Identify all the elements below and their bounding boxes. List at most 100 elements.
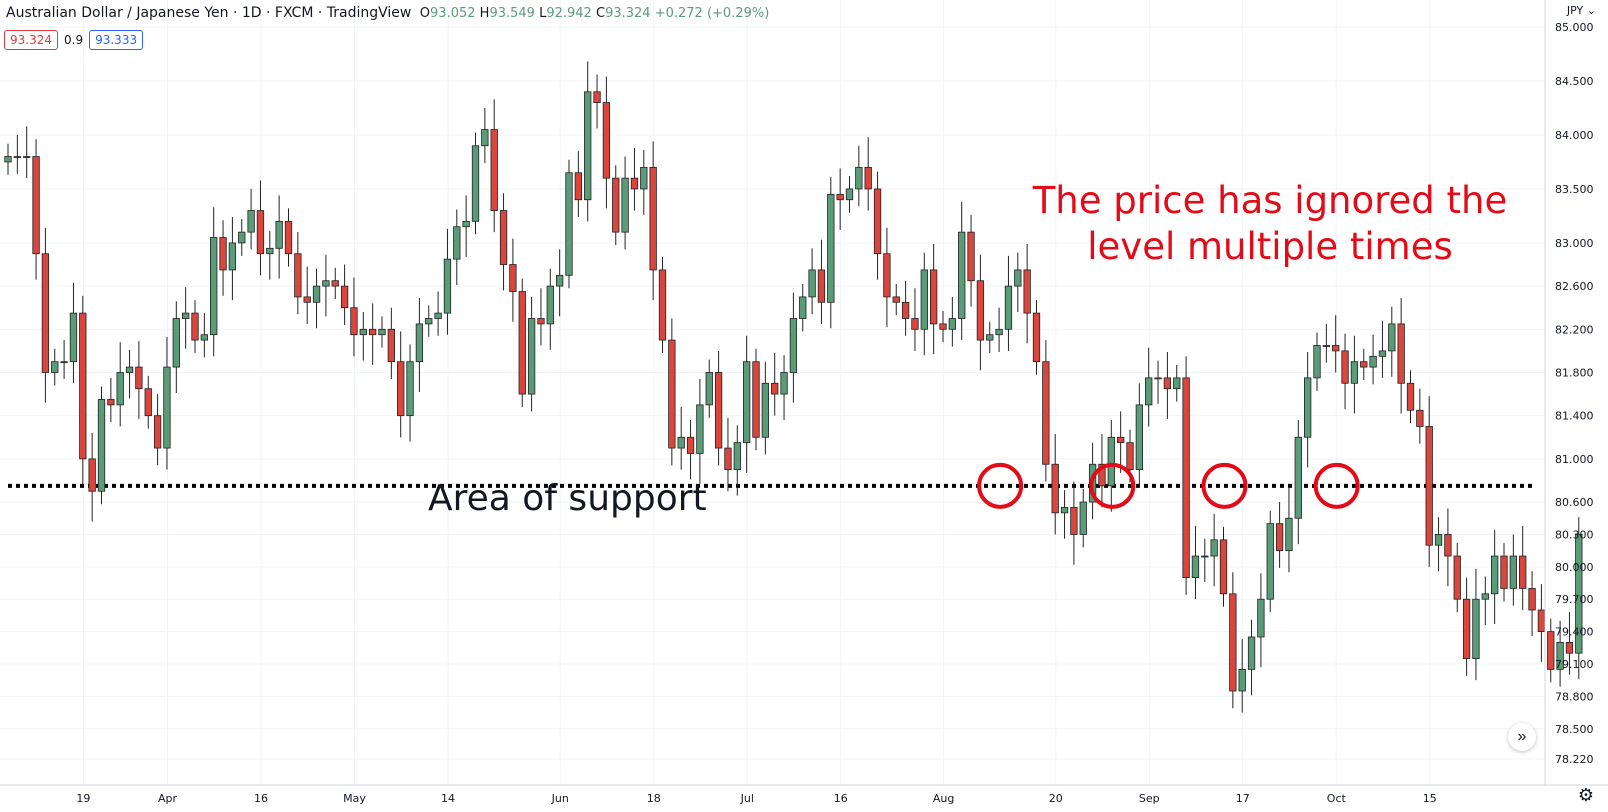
candle-body-down xyxy=(930,269,938,325)
candle-body-up xyxy=(1285,517,1293,552)
y-tick-label: 82.200 xyxy=(1555,323,1594,336)
candle-body-down xyxy=(864,166,872,190)
candle-body-up xyxy=(1079,501,1087,535)
candle xyxy=(350,277,358,357)
candle xyxy=(1154,360,1162,404)
candle-body-down xyxy=(79,312,87,460)
candle xyxy=(378,316,386,348)
candle xyxy=(1023,244,1031,344)
annotation-note-line2: level multiple times xyxy=(1087,225,1452,268)
candle xyxy=(612,165,620,246)
candle xyxy=(836,168,844,230)
candle xyxy=(1369,334,1377,385)
candle xyxy=(275,195,283,279)
candle-body-up xyxy=(855,166,863,190)
candle-body-up xyxy=(1173,377,1181,390)
candle xyxy=(509,238,517,322)
candle-body-up xyxy=(425,318,433,325)
candle xyxy=(1014,252,1022,313)
candle-body-down xyxy=(1182,377,1190,579)
candle-body-up xyxy=(322,280,330,287)
candle xyxy=(331,267,339,300)
candle-body-up xyxy=(1210,539,1218,557)
candle xyxy=(1163,351,1172,419)
candle xyxy=(1332,315,1340,373)
candle xyxy=(1434,517,1443,572)
candle xyxy=(733,425,741,496)
candle xyxy=(181,287,190,349)
candle-body-down xyxy=(1462,598,1471,659)
candle-body-up xyxy=(948,318,956,330)
candle xyxy=(668,318,676,466)
candle-body-down xyxy=(602,102,611,179)
candle xyxy=(219,220,227,296)
scroll-to-realtime-button[interactable]: » xyxy=(1508,723,1536,751)
candle xyxy=(556,249,564,317)
y-tick-label: 79.400 xyxy=(1555,626,1594,639)
y-tick-label: 84.000 xyxy=(1555,129,1594,142)
candle-body-up xyxy=(443,258,452,314)
candle xyxy=(546,268,554,350)
candle xyxy=(1481,576,1489,626)
candle xyxy=(958,201,966,341)
candle-body-up xyxy=(97,399,106,492)
candle-body-up xyxy=(1004,285,1013,330)
currency-selector[interactable]: JPY ⌄ xyxy=(1566,4,1596,17)
ohlc-values: O93.052 H93.549 L92.942 C93.324 +0.272 (… xyxy=(419,6,770,21)
candle-body-up xyxy=(415,323,424,363)
candle-body-up xyxy=(546,285,554,325)
candle-body-up xyxy=(677,436,685,449)
highlight-circle xyxy=(1201,462,1248,509)
candle-body-up xyxy=(181,312,190,319)
candle xyxy=(565,159,573,289)
candle-body-up xyxy=(60,361,68,364)
candle xyxy=(32,139,40,280)
candle xyxy=(303,266,311,324)
candle-body-down xyxy=(817,269,826,303)
candle xyxy=(1201,538,1209,582)
candle xyxy=(911,288,919,351)
candle-body-up xyxy=(799,296,807,319)
candle-body-up xyxy=(266,247,274,255)
candle-body-up xyxy=(312,285,321,303)
candle-body-up xyxy=(1575,534,1583,654)
candle-body-up xyxy=(163,366,171,449)
candle xyxy=(1117,411,1125,473)
candle xyxy=(1341,333,1349,410)
candle xyxy=(1397,297,1405,414)
candle xyxy=(1556,620,1564,687)
candle-body-up xyxy=(378,328,386,336)
ask-price-badge[interactable]: 93.333 xyxy=(89,30,144,50)
candle-body-up xyxy=(527,318,536,395)
candle-body-down xyxy=(892,296,900,303)
candle xyxy=(1378,320,1387,378)
gear-icon[interactable]: ⚙ xyxy=(1577,785,1594,805)
candle xyxy=(144,375,152,429)
candle xyxy=(51,348,59,386)
candle-body-down xyxy=(901,301,910,319)
candle xyxy=(799,283,807,332)
candle-body-down xyxy=(331,280,339,287)
candle xyxy=(163,336,171,470)
candle xyxy=(1547,618,1555,683)
price-badges: 93.324 0.9 93.333 xyxy=(4,30,144,50)
candle-body-up xyxy=(210,237,218,336)
y-tick-label: 80.300 xyxy=(1555,528,1594,541)
y-tick-label: 80.600 xyxy=(1555,496,1594,509)
price-axis: 85.000 84.500 84.000 83.500 83.000 82.600 82.2… xyxy=(1544,0,1594,785)
candle-body-up xyxy=(13,156,22,158)
candle-body-down xyxy=(1406,382,1415,411)
candle-body-down xyxy=(612,177,620,233)
candle-body-up xyxy=(705,372,713,406)
x-tick-label: 19 xyxy=(76,792,90,805)
candle xyxy=(1322,323,1330,363)
candle xyxy=(462,195,470,257)
bid-price-badge[interactable]: 93.324 xyxy=(4,30,58,50)
candle xyxy=(1472,568,1480,681)
candle xyxy=(724,417,732,492)
x-tick-label: 16 xyxy=(834,792,848,805)
candle-body-up xyxy=(462,220,470,228)
candle xyxy=(976,254,985,371)
candle-body-down xyxy=(1547,631,1555,670)
